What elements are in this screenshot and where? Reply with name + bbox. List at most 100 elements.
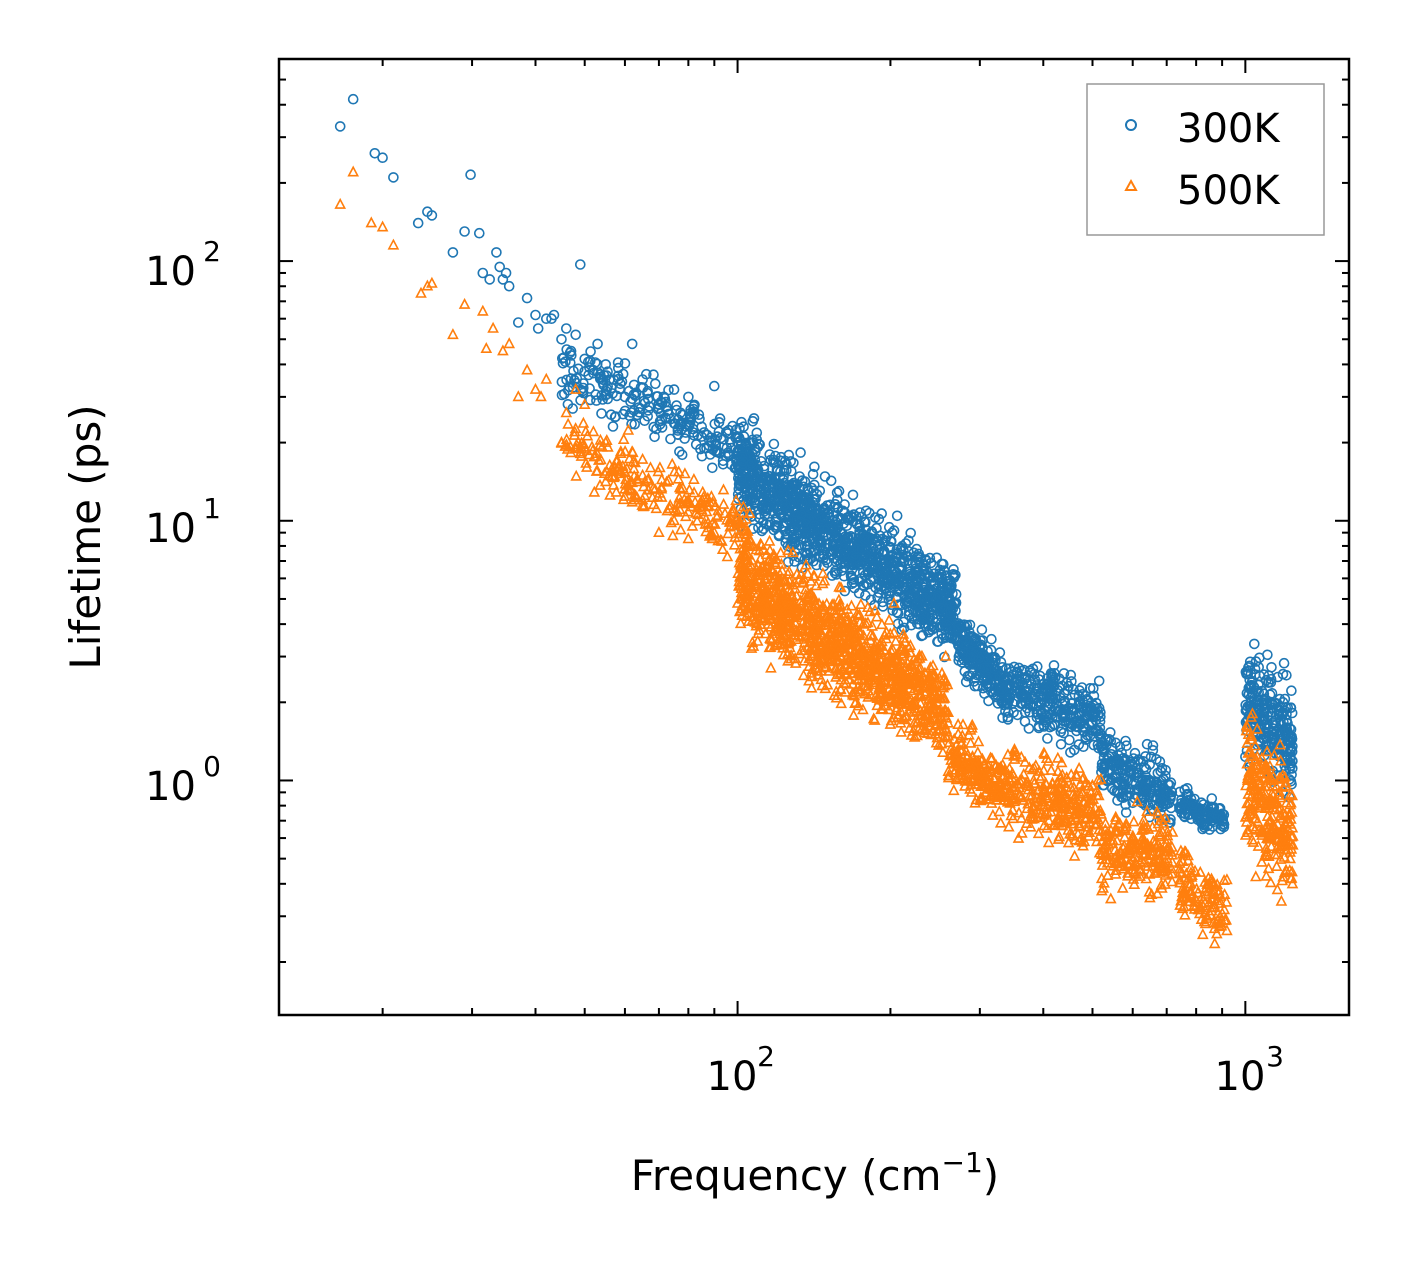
data-point-300k <box>1266 661 1277 673</box>
data-point-500k <box>829 617 842 630</box>
data-point-300k <box>388 172 399 183</box>
data-point-300k <box>590 389 602 400</box>
data-point-300k <box>704 449 716 460</box>
data-point-500k <box>689 495 701 507</box>
data-point-300k <box>1198 818 1209 830</box>
data-point-300k <box>885 536 897 547</box>
data-point-500k <box>763 611 776 623</box>
data-point-500k <box>768 556 781 568</box>
data-point-500k <box>955 731 967 743</box>
data-point-300k <box>949 598 961 610</box>
data-point-500k <box>888 669 901 681</box>
data-point-300k <box>794 482 805 494</box>
data-point-500k <box>835 697 848 709</box>
data-point-300k <box>648 369 659 381</box>
data-point-300k <box>1258 669 1270 680</box>
data-point-300k <box>1103 733 1115 745</box>
data-point-500k <box>1020 816 1033 829</box>
data-point-500k <box>1095 824 1108 836</box>
data-point-300k <box>811 505 823 517</box>
data-point-300k <box>574 259 586 270</box>
data-point-500k <box>569 441 582 454</box>
data-point-500k <box>1099 823 1112 835</box>
data-point-500k <box>578 397 591 410</box>
data-point-500k <box>837 676 850 689</box>
data-point-300k <box>1121 740 1132 752</box>
data-point-500k <box>838 630 851 642</box>
data-point-500k <box>521 363 533 375</box>
data-point-500k <box>802 609 814 621</box>
data-point-500k <box>741 537 754 549</box>
data-point-300k <box>637 382 649 393</box>
data-point-500k <box>746 613 759 625</box>
data-point-500k <box>1220 895 1233 907</box>
data-point-500k <box>818 574 831 586</box>
data-point-500k <box>975 790 987 803</box>
data-point-300k <box>656 422 668 433</box>
data-point-500k <box>607 478 620 490</box>
data-point-300k <box>1065 669 1077 681</box>
data-point-500k <box>664 498 677 510</box>
data-point-500k <box>610 485 623 497</box>
data-point-500k <box>805 574 817 586</box>
data-point-500k <box>904 646 917 658</box>
data-point-300k <box>979 688 990 699</box>
data-point-300k <box>1129 757 1140 769</box>
data-point-500k <box>1042 836 1055 848</box>
data-point-500k <box>1031 803 1043 815</box>
data-point-300k <box>928 579 940 590</box>
data-point-500k <box>1122 858 1134 870</box>
data-point-500k <box>991 762 1004 774</box>
data-point-300k <box>947 568 959 580</box>
data-point-500k <box>846 666 859 678</box>
data-point-500k <box>639 475 651 487</box>
data-point-500k <box>890 704 903 716</box>
data-point-500k <box>937 692 950 704</box>
data-point-300k <box>625 396 636 407</box>
data-point-500k <box>1093 823 1105 835</box>
data-point-500k <box>334 197 347 209</box>
data-point-500k <box>602 440 614 452</box>
data-point-300k <box>558 388 570 400</box>
data-point-500k <box>889 634 902 646</box>
data-point-500k <box>827 647 840 659</box>
data-point-500k <box>734 558 747 570</box>
data-point-300k <box>795 447 806 458</box>
data-point-500k <box>805 681 818 693</box>
data-point-300k <box>651 391 662 402</box>
data-point-500k <box>888 626 900 638</box>
data-point-500k <box>1016 826 1028 838</box>
data-point-500k <box>1146 844 1158 856</box>
data-point-500k <box>724 520 737 532</box>
data-point-300k <box>1144 759 1155 770</box>
data-point-500k <box>721 513 733 525</box>
data-point-500k <box>876 635 888 647</box>
data-point-500k <box>650 502 663 514</box>
data-point-500k <box>1208 937 1221 949</box>
data-point-500k <box>913 651 926 663</box>
data-point-500k <box>980 776 993 788</box>
data-point-500k <box>823 612 836 624</box>
data-point-500k <box>1143 847 1156 859</box>
data-point-300k <box>1261 674 1272 686</box>
data-point-500k <box>735 581 748 594</box>
data-point-500k <box>1008 749 1020 761</box>
data-point-500k <box>966 721 978 733</box>
data-point-500k <box>1207 884 1220 896</box>
data-point-500k <box>994 816 1007 828</box>
data-point-500k <box>924 660 937 673</box>
data-point-500k <box>783 602 796 614</box>
data-point-500k <box>1147 834 1160 846</box>
data-point-300k <box>660 413 672 424</box>
data-point-500k <box>928 669 941 681</box>
data-point-500k <box>877 702 889 714</box>
data-point-300k <box>1278 657 1290 669</box>
data-point-300k <box>920 560 931 572</box>
data-point-500k <box>1048 799 1061 811</box>
data-point-300k <box>970 636 981 648</box>
data-point-300k <box>1265 673 1277 685</box>
data-point-300k <box>745 493 757 505</box>
data-point-300k <box>602 380 614 392</box>
data-point-500k <box>1101 856 1114 868</box>
data-point-300k <box>1253 679 1264 691</box>
